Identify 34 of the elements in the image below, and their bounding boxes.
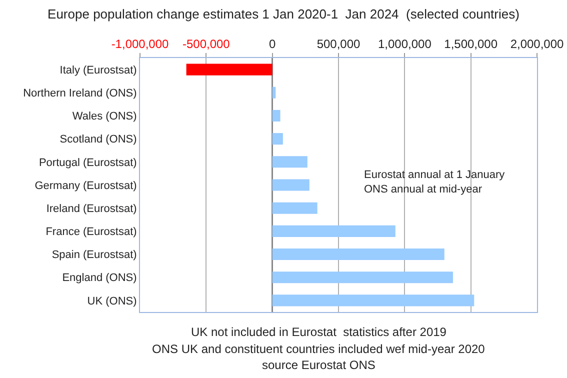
bar [272,225,396,237]
y-tick-label: France (Eurostsat) [46,226,137,238]
y-tick-label: Northern Ireland (ONS) [23,87,137,100]
bar [272,86,276,98]
chart-title: Europe population change estimates 1 Jan 2020-1 Jan 2024 (selected countries) [48,6,520,22]
y-tick-label: Wales (ONS) [72,110,137,123]
x-tick-label: 0 [268,37,276,52]
y-tick-label: Italy (Eurostsat) [60,64,137,76]
bar [272,133,283,145]
bar [272,179,310,191]
bar [272,156,308,168]
x-tick-label: -500,000 [182,37,230,52]
y-tick-label: Ireland (Eurostsat) [46,202,137,215]
bar [272,294,474,306]
source-note: source Eurostat ONS [262,358,376,372]
text: UK not included in Eurostat statistics after 2019 [191,325,447,339]
y-tick-label: Scotland (ONS) [60,134,137,146]
x-tick-label: 2,000,000 [510,37,564,52]
bar [272,248,444,260]
y-tick-label: Spain (Eurostsat) [52,249,137,262]
x-tick-label: 1,500,000 [444,37,498,52]
bar [272,110,280,122]
bar [272,272,453,284]
y-tick-label: UK (ONS) [87,295,137,308]
y-tick-label: England (ONS) [62,272,137,284]
y-tick-label: Portugal (Eurostsat) [38,156,137,169]
text: ONS UK and constituent countries included wef mid-year 2020 [152,342,486,356]
bar [186,64,272,76]
bar [272,202,318,214]
x-tick-label: 1,000,000 [378,37,432,52]
x-tick-label: 500,000 [316,37,361,52]
x-tick-label: -1,000,000 [111,37,170,52]
annotation: Eurostat annual at 1 January ONS annual at mid-year [364,169,506,196]
y-tick-label: Germany (Eurostsat) [34,180,137,192]
